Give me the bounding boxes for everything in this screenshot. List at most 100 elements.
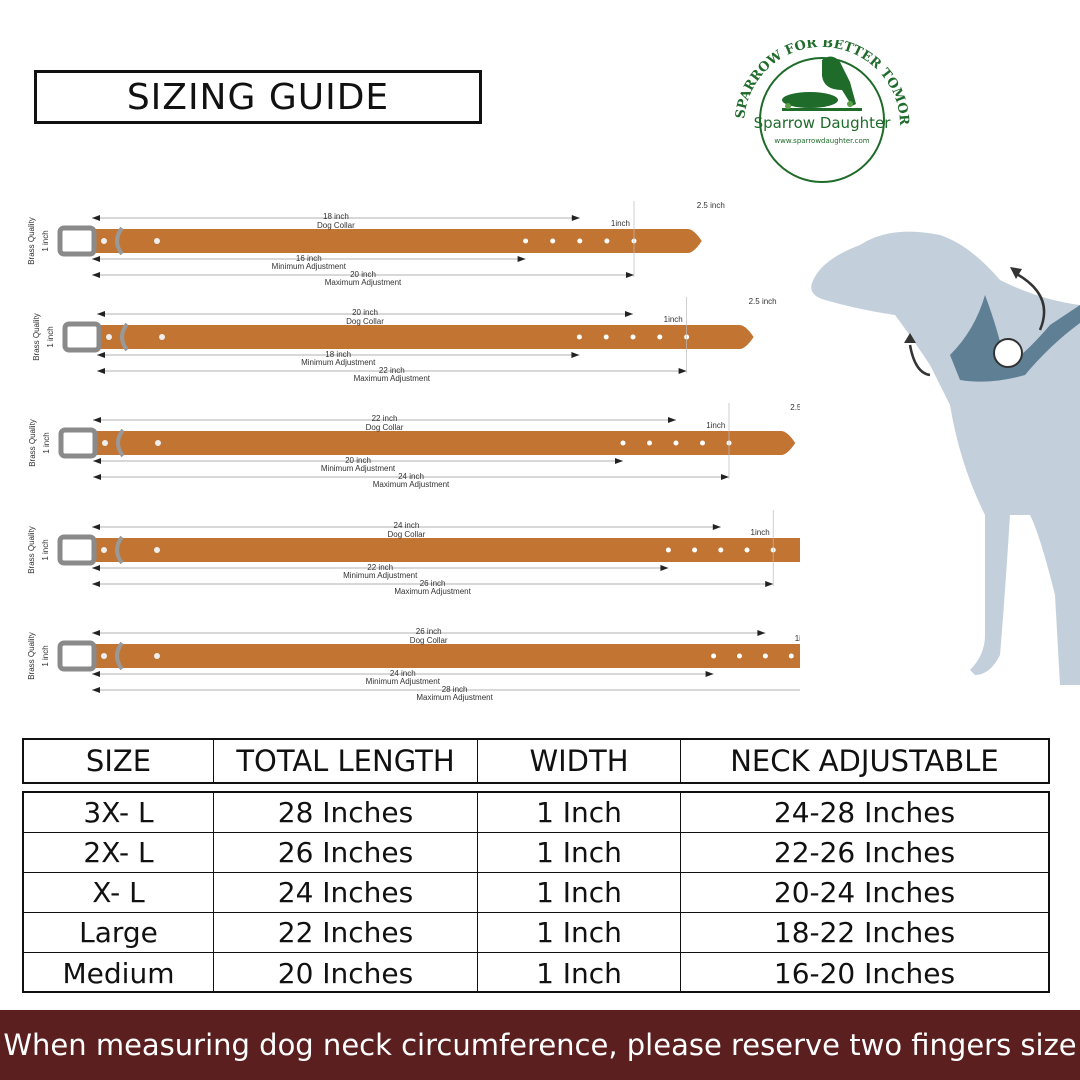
min-length-label: 24 inch bbox=[390, 669, 416, 678]
adjustment-hole bbox=[700, 440, 705, 446]
length-cell: 26 Inches bbox=[214, 833, 478, 872]
logo-url: www.sparrowdaughter.com bbox=[774, 137, 869, 145]
measure-arrow-icon bbox=[1014, 271, 1046, 331]
buckle-icon bbox=[57, 534, 97, 566]
adjustment-hole bbox=[692, 547, 698, 553]
buckle-icon bbox=[58, 427, 98, 459]
brass-quality-label: Brass Quality bbox=[32, 313, 41, 361]
arrow-right-icon bbox=[757, 630, 766, 636]
neck-cell: 22-26 Inches bbox=[773, 836, 956, 869]
max-length-label: 22 inch bbox=[379, 366, 405, 375]
adjustment-hole bbox=[673, 440, 679, 446]
arrow-left-icon bbox=[92, 671, 100, 677]
adjustment-hole bbox=[657, 334, 663, 340]
adjustment-hole bbox=[577, 238, 583, 244]
arrow-left-icon bbox=[92, 687, 100, 693]
brass-quality-label: Brass Quality bbox=[27, 632, 36, 680]
size-cell: 2X- L bbox=[24, 833, 214, 872]
hole-gap-label: 1inch bbox=[664, 315, 683, 324]
width-label: 1 inch bbox=[41, 539, 50, 560]
min-length-label: 20 inch bbox=[345, 456, 371, 465]
arrow-right-icon bbox=[765, 581, 774, 587]
buckle-icon bbox=[57, 225, 97, 257]
leather-strap bbox=[92, 538, 800, 562]
arrow-right-icon bbox=[721, 474, 729, 480]
header-neck-adjustable: NECK ADJUSTABLE bbox=[730, 744, 999, 778]
size-cell: Large bbox=[24, 913, 214, 952]
arrow-right-icon bbox=[626, 272, 634, 278]
arrow-right-icon bbox=[615, 458, 623, 464]
adjustment-hole bbox=[576, 334, 582, 340]
width-cell: 1 Inch bbox=[478, 953, 681, 993]
brand-logo: SAVE SPARROW FOR BETTER TOMORROW Sparrow… bbox=[722, 40, 911, 183]
width-label: 1 inch bbox=[42, 432, 51, 453]
collar-caption: Dog Collar bbox=[317, 221, 355, 230]
adjustment-hole bbox=[762, 653, 768, 659]
hole bbox=[154, 653, 160, 659]
arrow-right-icon bbox=[712, 524, 721, 530]
min-length-label: 16 inch bbox=[296, 254, 322, 263]
max-length-label: 20 inch bbox=[350, 270, 376, 279]
width-label: 1 inch bbox=[46, 326, 55, 347]
max-caption: Maximum Adjustment bbox=[354, 374, 431, 383]
width-label: 1 inch bbox=[41, 645, 50, 666]
hole bbox=[102, 440, 108, 446]
max-length-label: 28 inch bbox=[442, 685, 468, 694]
length-cell: 28 Inches bbox=[214, 793, 478, 832]
brass-quality-label: Brass Quality bbox=[27, 217, 36, 265]
adjustment-hole bbox=[665, 547, 671, 553]
buckle-icon bbox=[57, 640, 97, 672]
arrow-left-icon bbox=[92, 581, 100, 587]
hole bbox=[106, 334, 112, 340]
min-caption: Minimum Adjustment bbox=[301, 358, 376, 367]
arrow-right-icon bbox=[571, 352, 580, 358]
max-caption: Maximum Adjustment bbox=[416, 693, 493, 702]
width-cell: 1 Inch bbox=[478, 873, 681, 912]
arrow-left-icon bbox=[92, 630, 100, 636]
leather-strap bbox=[93, 431, 796, 455]
neck-cell: 24-28 Inches bbox=[773, 796, 956, 829]
max-length-label: 24 inch bbox=[398, 472, 424, 481]
leather-strap bbox=[97, 325, 754, 349]
min-caption: Minimum Adjustment bbox=[343, 571, 418, 580]
collar-length-label: 18 inch bbox=[323, 212, 349, 221]
adjustment-hole bbox=[620, 440, 626, 446]
arrow-right-icon bbox=[517, 256, 526, 262]
header-size: SIZE bbox=[24, 740, 214, 782]
keeper-loop bbox=[115, 226, 124, 256]
header-total-length: TOTAL LENGTH bbox=[214, 740, 478, 782]
width-cell: 1 Inch bbox=[478, 793, 681, 832]
arrow-left-icon bbox=[92, 272, 100, 278]
arrow-right-icon bbox=[678, 368, 687, 374]
arrow-left-icon bbox=[97, 311, 105, 317]
collar-caption: Dog Collar bbox=[346, 317, 384, 326]
width-cell: 1 Inch bbox=[478, 913, 681, 952]
arrow-left-icon bbox=[97, 352, 105, 358]
collar-caption: Dog Collar bbox=[388, 530, 426, 539]
max-caption: Maximum Adjustment bbox=[394, 587, 471, 596]
table-row: Medium 20 Inches 1 Inch 16-20 Inches bbox=[24, 953, 1048, 993]
max-caption: Maximum Adjustment bbox=[373, 480, 450, 489]
arrow-right-icon bbox=[571, 215, 580, 221]
arrow-left-icon bbox=[93, 458, 101, 464]
hole-gap-label: 1inch bbox=[706, 421, 725, 430]
hole bbox=[101, 238, 107, 244]
width-cell: 1 Inch bbox=[478, 833, 681, 872]
size-cell: 3X- L bbox=[24, 793, 214, 832]
adjustment-hole bbox=[550, 238, 556, 244]
arrow-left-icon bbox=[92, 524, 100, 530]
adjustment-hole bbox=[647, 440, 652, 446]
length-cell: 20 Inches bbox=[214, 953, 478, 993]
adjustment-hole bbox=[737, 653, 742, 659]
max-length-label: 26 inch bbox=[420, 579, 446, 588]
arrow-right-icon bbox=[705, 671, 714, 677]
width-label: 1 inch bbox=[41, 230, 50, 251]
adjustment-hole bbox=[788, 653, 794, 659]
length-cell: 22 Inches bbox=[214, 913, 478, 952]
adjustment-hole bbox=[523, 238, 529, 244]
